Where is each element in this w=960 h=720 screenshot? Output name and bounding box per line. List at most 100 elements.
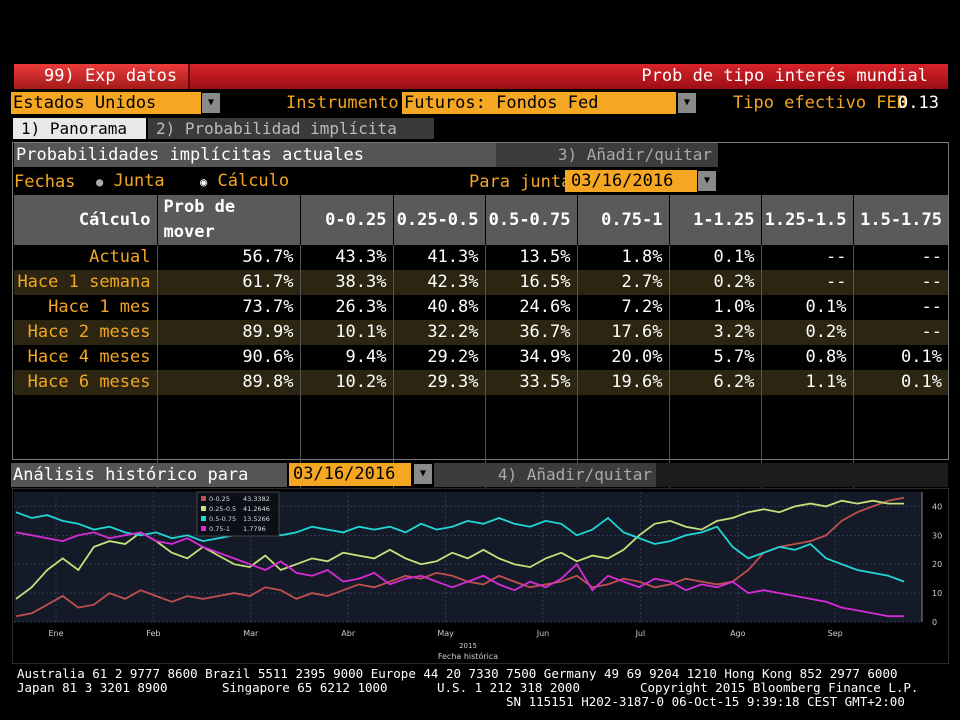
series-line-0.5-0.75 bbox=[15, 511, 905, 583]
x-tick-label: Ago bbox=[730, 629, 746, 638]
col-header[interactable]: Cálculo bbox=[14, 195, 158, 245]
meeting-date-value: 03/16/2016 bbox=[571, 171, 674, 191]
table-cell: 16.5% bbox=[485, 270, 578, 295]
probabilities-table: Cálculo Prob de mover 0-0.25 0.25-0.5 0.… bbox=[14, 195, 948, 495]
table-cell: 56.7% bbox=[157, 245, 301, 270]
table-cell: 89.9% bbox=[157, 320, 301, 345]
x-tick-label: Feb bbox=[146, 629, 160, 638]
y-tick-label: 30 bbox=[932, 531, 942, 540]
table-cell: 19.6% bbox=[577, 370, 670, 395]
footer-line-1: Australia 61 2 9777 8600 Brazil 5511 239… bbox=[17, 666, 898, 681]
radio-junta-label: Junta bbox=[113, 171, 165, 191]
table-cell: 0.1% bbox=[761, 295, 854, 320]
col-header[interactable]: 0.75-1 bbox=[577, 195, 670, 245]
col-header[interactable]: 1.25-1.5 bbox=[761, 195, 854, 245]
x-tick-label: Sep bbox=[828, 629, 843, 638]
empty-cell bbox=[485, 420, 578, 445]
empty-cell bbox=[157, 420, 301, 445]
table-cell: 1.8% bbox=[577, 245, 670, 270]
empty-cell bbox=[669, 395, 762, 420]
footer-phone-japan: Japan 81 3 3201 8900 bbox=[17, 680, 168, 695]
radio-calculo-label: Cálculo bbox=[217, 171, 290, 191]
table-cell: 13.5% bbox=[485, 245, 578, 270]
empty-cell bbox=[300, 395, 394, 420]
table-cell: -- bbox=[921, 297, 942, 317]
table-cell: 0.8% bbox=[761, 345, 854, 370]
empty-cell bbox=[669, 420, 762, 445]
col-header[interactable]: 0.5-0.75 bbox=[485, 195, 578, 245]
empty-cell bbox=[393, 420, 486, 445]
meeting-date-field[interactable]: 03/16/2016 bbox=[565, 170, 697, 192]
col-header[interactable]: 0-0.25 bbox=[300, 195, 394, 245]
export-data-button[interactable]: 99) Exp datos bbox=[14, 64, 190, 89]
series-line-0.25-0.5 bbox=[15, 499, 904, 600]
history-date-dropdown-icon[interactable]: ▼ bbox=[414, 464, 432, 484]
history-date-field[interactable]: 03/16/2016 bbox=[289, 463, 411, 486]
section2-title: Análisis histórico para Junta bbox=[11, 463, 287, 509]
legend-value: 41.2646 bbox=[243, 505, 270, 513]
table-row[interactable]: Hace 1 semana 61.7% 38.3% 42.3% 16.5% 2.7% 0.2… bbox=[14, 270, 948, 295]
table-row[interactable]: Hace 4 meses 90.6% 9.4% 29.2% 34.9% 20.0% 5.7%… bbox=[14, 345, 948, 370]
history-date-value: 03/16/2016 bbox=[293, 464, 396, 484]
table-cell: 36.7% bbox=[485, 320, 578, 345]
table-cell: 33.5% bbox=[485, 370, 578, 395]
section1-title: Probabilidades implícitas actuales bbox=[14, 143, 496, 167]
table-row[interactable]: Hace 2 meses 89.9% 10.1% 32.2% 36.7% 17.6% 3.2… bbox=[14, 320, 948, 345]
table-cell: 34.9% bbox=[485, 345, 578, 370]
table-cell: 38.3% bbox=[300, 270, 394, 295]
radio-junta[interactable]: ● Junta bbox=[96, 170, 165, 193]
tab-panorama[interactable]: 1) Panorama bbox=[13, 118, 146, 139]
table-cell: 0.2% bbox=[761, 320, 854, 345]
table-cell: 9.4% bbox=[300, 345, 394, 370]
legend-label: 0.75-1 bbox=[209, 525, 230, 533]
table-cell: 43.3% bbox=[300, 245, 394, 270]
empty-cell bbox=[157, 395, 301, 420]
table-row[interactable]: Actual 56.7% 43.3% 41.3% 13.5% 1.8% 0.1% -- -- bbox=[14, 245, 948, 270]
header-spacer bbox=[656, 463, 948, 487]
tab-probabilidad-futura[interactable]: 2) Probabilidad implícita futura bbox=[148, 118, 434, 159]
x-tick-label: Jun bbox=[536, 629, 550, 638]
para-junta-label: Para junta bbox=[469, 172, 572, 192]
plot-area bbox=[14, 492, 922, 622]
table-cell: -- bbox=[761, 245, 854, 270]
table-header-row: Cálculo Prob de mover 0-0.25 0.25-0.5 0.… bbox=[14, 195, 948, 245]
table-cell: 20.0% bbox=[577, 345, 670, 370]
table-cell: 73.7% bbox=[157, 295, 301, 320]
y-tick-label: 0 bbox=[932, 618, 937, 627]
meeting-date-dropdown-icon[interactable]: ▼ bbox=[698, 171, 716, 191]
legend-value: 13.5266 bbox=[243, 515, 270, 523]
empty-cell bbox=[577, 395, 670, 420]
radio-calculo[interactable]: ◉ Cálculo bbox=[200, 170, 289, 193]
table-cell: 40.8% bbox=[393, 295, 486, 320]
col-header[interactable]: 1-1.25 bbox=[669, 195, 762, 245]
table-cell: 42.3% bbox=[393, 270, 486, 295]
row-label: Hace 1 semana bbox=[14, 270, 158, 295]
col-header[interactable]: Prob de mover bbox=[157, 195, 301, 245]
table-row[interactable]: Hace 1 mes 73.7% 26.3% 40.8% 24.6% 7.2% 1.0% 0.… bbox=[14, 295, 948, 320]
legend-swatch bbox=[201, 526, 206, 531]
table-cell: 29.3% bbox=[393, 370, 486, 395]
add-remove-button-3[interactable]: 3) Añadir/quitar bbox=[496, 143, 718, 167]
table-cell: 32.2% bbox=[393, 320, 486, 345]
instrument-select[interactable]: Futuros: Fondos Fed bbox=[402, 92, 676, 114]
legend-value: 1.7796 bbox=[243, 525, 266, 533]
historical-chart[interactable]: 0 10 20 30 40 Ene Feb Mar Abr May Jun Jul Ago Sep 2015… bbox=[12, 488, 949, 664]
row-label: Hace 1 mes bbox=[14, 295, 158, 320]
legend-label: 0.5-0.75 bbox=[209, 515, 236, 523]
col-header[interactable]: 1.5-1.75 bbox=[853, 195, 948, 245]
country-dropdown-icon[interactable]: ▼ bbox=[202, 93, 220, 113]
add-remove-button-4[interactable]: 4) Añadir/quitar bbox=[434, 463, 656, 487]
empty-cell bbox=[761, 395, 854, 420]
table-row[interactable]: Hace 6 meses 89.8% 10.2% 29.3% 33.5% 19.6% 6.2… bbox=[14, 370, 948, 395]
effective-rate-label: Tipo efectivo FED bbox=[733, 93, 907, 113]
col-header[interactable]: 0.25-0.5 bbox=[393, 195, 486, 245]
legend-label: 0.25-0.5 bbox=[209, 505, 236, 513]
footer-copyright: Copyright 2015 Bloomberg Finance L.P. bbox=[640, 680, 919, 695]
table-cell: 61.7% bbox=[157, 270, 301, 295]
country-select[interactable]: Estados Unidos bbox=[11, 92, 201, 114]
table-cell: 7.2% bbox=[577, 295, 670, 320]
instrument-dropdown-icon[interactable]: ▼ bbox=[678, 93, 696, 113]
series-line-0-0.25 bbox=[15, 496, 905, 618]
legend-box bbox=[196, 491, 280, 537]
table-cell: 0.2% bbox=[669, 270, 762, 295]
